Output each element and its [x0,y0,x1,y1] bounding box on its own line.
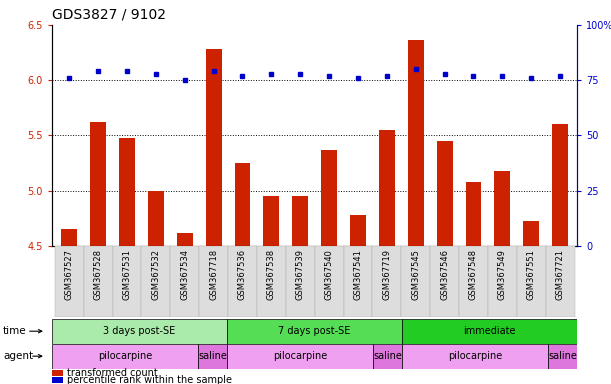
Text: GSM367549: GSM367549 [498,249,507,300]
Bar [52,370,63,376]
Bar [90,122,106,246]
Bar [292,196,308,246]
Bar [494,171,510,246]
Bar [55,246,84,317]
Bar [177,232,192,246]
Bar [227,319,402,344]
Text: transformed count: transformed count [67,368,158,378]
Bar [286,246,315,317]
Bar [373,246,401,317]
Text: GDS3827 / 9102: GDS3827 / 9102 [52,8,166,22]
Bar [170,246,199,317]
Bar [488,246,517,317]
Bar [61,229,77,246]
Text: pilocarpine: pilocarpine [98,351,152,361]
Text: GSM367551: GSM367551 [527,249,536,300]
Bar [402,344,548,369]
Bar [373,344,402,369]
Text: GSM367721: GSM367721 [555,249,565,300]
Bar [343,246,373,317]
Text: GSM367527: GSM367527 [65,249,74,300]
Bar [112,246,141,317]
Bar [546,246,574,317]
Text: GSM367546: GSM367546 [440,249,449,300]
Text: GSM367540: GSM367540 [324,249,334,300]
Text: 3 days post-SE: 3 days post-SE [103,326,175,336]
Bar [350,215,366,246]
Bar [257,246,286,317]
Bar [141,246,170,317]
Text: immediate: immediate [464,326,516,336]
Bar [552,124,568,246]
Bar [517,246,546,317]
Bar [321,150,337,246]
Bar [523,222,539,246]
Bar [84,246,112,317]
Bar [198,344,227,369]
Bar [379,130,395,246]
Bar [402,319,577,344]
Text: time: time [3,326,27,336]
Bar [52,319,227,344]
Bar [235,163,251,246]
Bar [401,246,430,317]
Bar [408,40,423,246]
Bar [148,190,164,246]
Bar [227,344,373,369]
Bar [199,246,228,317]
Bar [315,246,343,317]
Text: saline: saline [373,351,402,361]
Text: GSM367541: GSM367541 [354,249,362,300]
Text: GSM367532: GSM367532 [152,249,160,300]
Bar [52,344,198,369]
Bar [437,141,453,246]
Text: GSM367531: GSM367531 [122,249,131,300]
Text: GSM367548: GSM367548 [469,249,478,300]
Bar [466,182,481,246]
Text: GSM367719: GSM367719 [382,249,391,300]
Text: pilocarpine: pilocarpine [273,351,327,361]
Bar [228,246,257,317]
Bar [459,246,488,317]
Text: GSM367534: GSM367534 [180,249,189,300]
Bar [548,344,577,369]
Text: GSM367545: GSM367545 [411,249,420,300]
Bar [263,196,279,246]
Bar [206,49,222,246]
Text: GSM367718: GSM367718 [209,249,218,300]
Text: GSM367538: GSM367538 [267,249,276,300]
Text: GSM367539: GSM367539 [296,249,305,300]
Text: GSM367536: GSM367536 [238,249,247,300]
Text: agent: agent [3,351,33,361]
Text: 7 days post-SE: 7 days post-SE [279,326,351,336]
Text: saline: saline [198,351,227,361]
Text: pilocarpine: pilocarpine [448,351,502,361]
Text: saline: saline [548,351,577,361]
Text: GSM367528: GSM367528 [93,249,103,300]
Bar [430,246,459,317]
Bar [52,377,63,383]
Bar [119,137,135,246]
Text: percentile rank within the sample: percentile rank within the sample [67,375,232,384]
